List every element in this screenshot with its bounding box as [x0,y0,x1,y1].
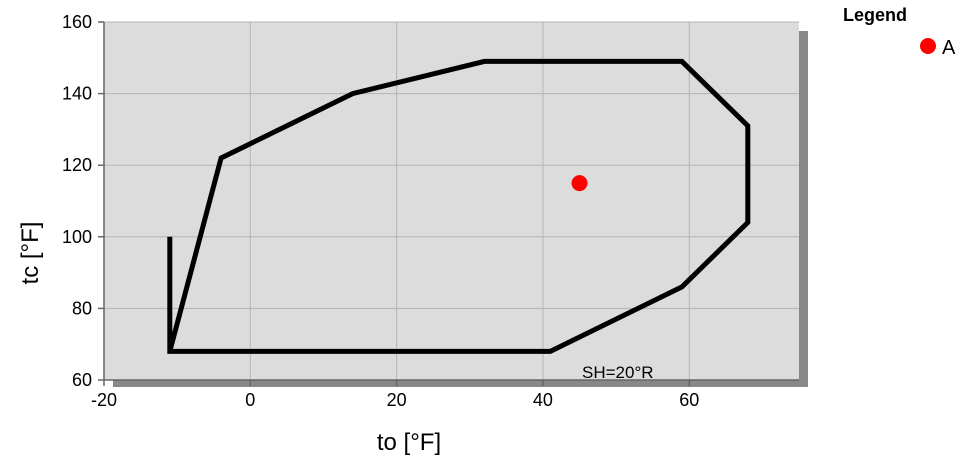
x-tick-label: 0 [245,390,255,410]
data-points [571,175,588,192]
y-tick-label: 120 [62,155,92,175]
data-point-a [571,175,588,192]
x-tick-label: 20 [387,390,407,410]
legend-label-a: A [942,37,956,59]
tick-labels: -20 0 20 40 60 60 80 100 120 140 160 [62,12,699,410]
legend: Legend A [843,5,956,59]
y-tick-label: 80 [72,298,92,318]
y-tick-label: 140 [62,84,92,104]
annotation-sh: SH=20°R [582,363,654,382]
x-axis-label: to [°F] [377,429,441,456]
x-tick-label: -20 [91,390,117,410]
legend-marker-a [920,38,936,54]
y-tick-label: 160 [62,12,92,32]
y-axis-label: tc [°F] [17,222,44,285]
y-tick-label: 60 [72,370,92,390]
x-tick-label: 40 [533,390,553,410]
plot-area [104,22,799,380]
y-tick-label: 100 [62,227,92,247]
axes [103,22,799,381]
operating-envelope [167,58,751,354]
legend-title: Legend [843,5,907,25]
grid-lines [104,21,799,380]
x-tick-label: 60 [679,390,699,410]
